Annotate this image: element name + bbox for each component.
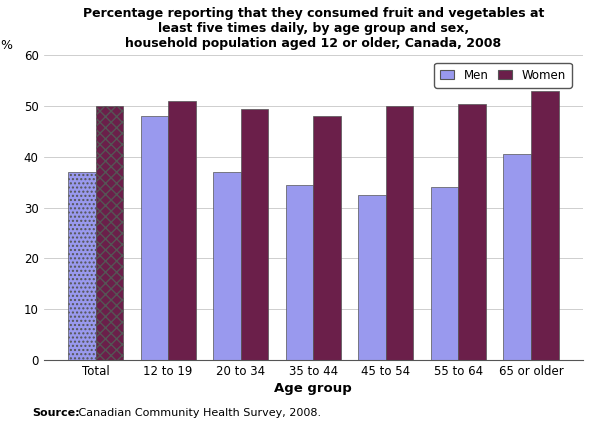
Bar — [531, 91, 559, 360]
Text: Source:: Source: — [32, 408, 80, 418]
Bar — [313, 116, 341, 360]
Text: %: % — [1, 39, 12, 52]
Bar — [431, 187, 458, 360]
Title: Percentage reporting that they consumed fruit and vegetables at
least five times: Percentage reporting that they consumed … — [83, 7, 544, 50]
Bar — [458, 104, 486, 360]
Bar — [386, 106, 414, 360]
X-axis label: Age group: Age group — [274, 382, 352, 395]
Legend: Men, Women: Men, Women — [434, 63, 572, 88]
Bar — [140, 116, 168, 360]
Bar — [213, 172, 241, 360]
Bar — [96, 106, 123, 360]
Bar — [241, 109, 268, 360]
Bar — [286, 185, 313, 360]
Bar — [168, 101, 196, 360]
Bar — [503, 154, 531, 360]
Bar — [68, 172, 96, 360]
Bar — [358, 195, 386, 360]
Text: Canadian Community Health Survey, 2008.: Canadian Community Health Survey, 2008. — [75, 408, 321, 418]
